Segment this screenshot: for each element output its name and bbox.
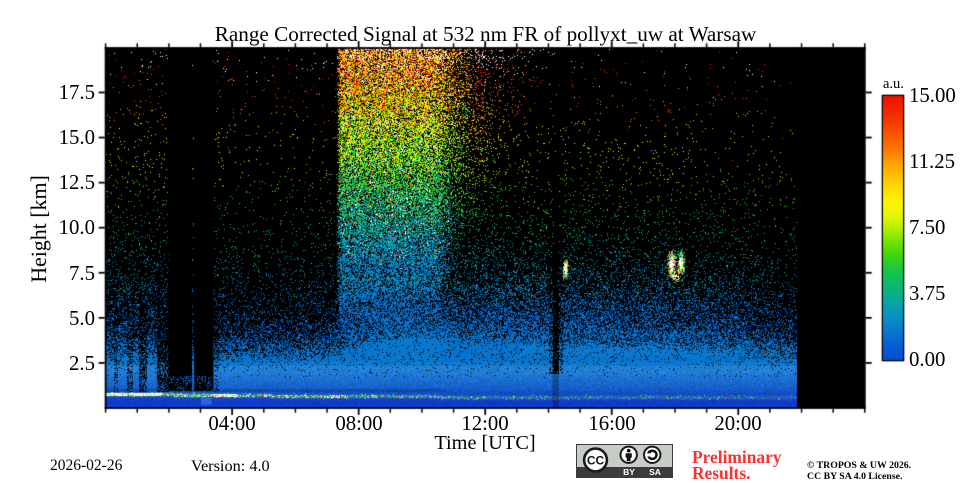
svg-text:CC: CC	[587, 453, 605, 467]
